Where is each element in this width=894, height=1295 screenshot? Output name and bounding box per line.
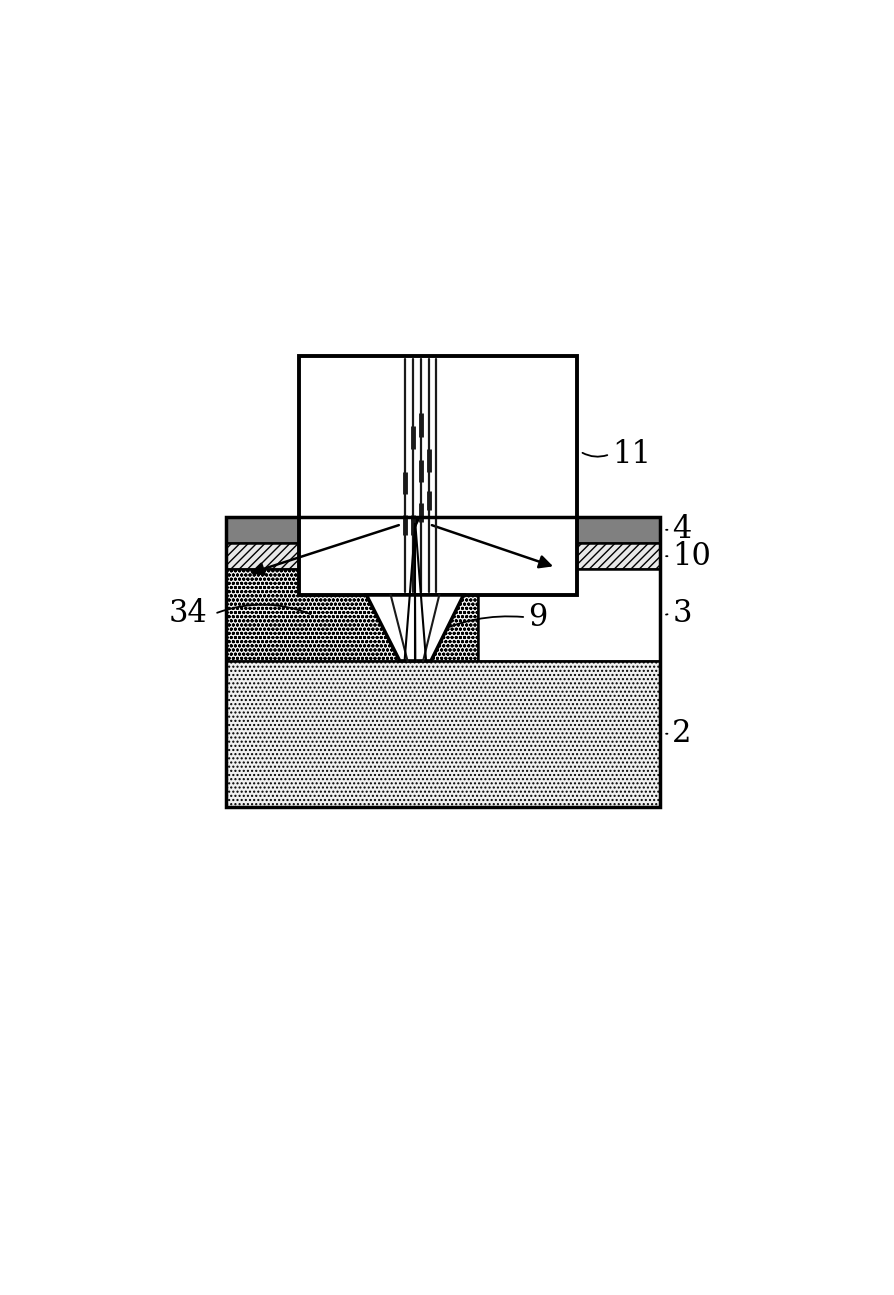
- Bar: [226, 517, 659, 543]
- Text: 9: 9: [527, 602, 547, 633]
- Bar: [477, 570, 659, 660]
- Bar: [226, 517, 659, 807]
- Text: 4: 4: [671, 514, 691, 545]
- Text: 3: 3: [671, 598, 691, 629]
- Text: 2: 2: [671, 719, 691, 750]
- Text: 10: 10: [671, 541, 711, 571]
- Bar: [226, 660, 659, 807]
- Text: 11: 11: [612, 439, 651, 470]
- Text: 34: 34: [169, 598, 207, 629]
- Bar: [226, 570, 477, 660]
- Polygon shape: [366, 594, 463, 660]
- Bar: [226, 543, 659, 570]
- Bar: [299, 356, 576, 594]
